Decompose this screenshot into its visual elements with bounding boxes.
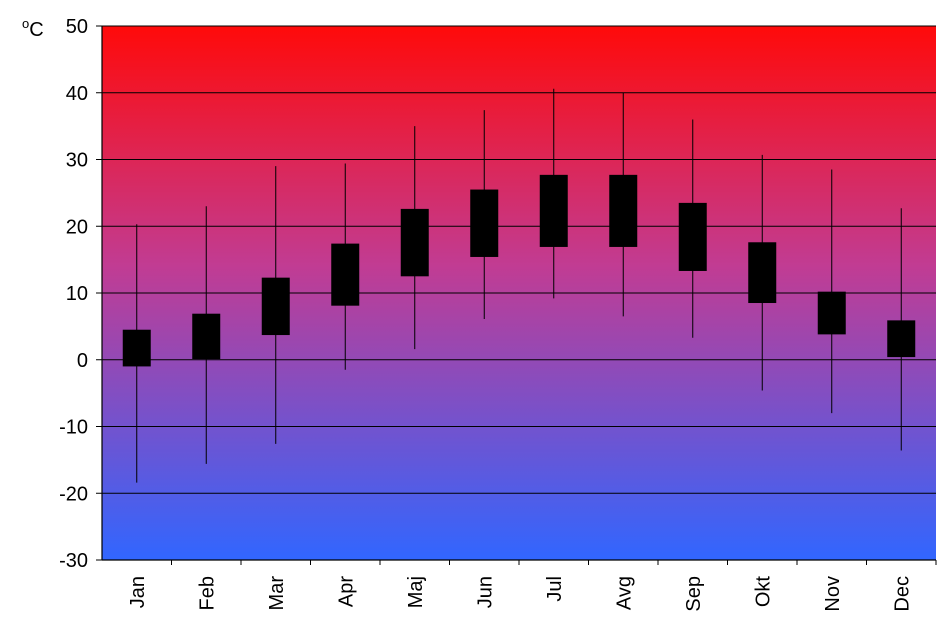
y-tick-label: 50 [66,16,88,38]
unit-base: C [29,19,43,41]
box-jul [539,174,568,247]
y-tick-label: -30 [59,550,88,572]
x-tick-label: Jul [544,576,566,602]
box-apr [331,243,360,306]
x-tick-label: Mar [266,576,288,611]
x-tick-label: Okt [752,576,774,608]
x-tick-label: Dec [891,576,913,612]
y-tick-label: 0 [77,350,88,372]
y-tick-label: -20 [59,483,88,505]
x-tick-labels: Jan Feb Mar Apr Maj Jun Jul Avg Sep Okt Nov Dec [127,576,914,612]
y-unit-label: oC [22,16,44,41]
y-tick-label: -10 [59,417,88,439]
box-dec [887,320,916,358]
y-tick-labels: -30 -20 -10 0 10 20 30 40 50 [59,16,88,572]
x-tick-label: Jan [127,576,149,608]
x-tick-label: Avg [613,576,635,610]
box-nov [817,291,846,335]
gridlines [102,25,936,494]
x-tick-label: Sep [683,576,705,612]
box-jan [122,329,151,367]
box-avg [609,174,638,247]
y-tick-label: 40 [66,83,88,105]
x-tick-label: Nov [822,576,844,612]
x-tick-label: Apr [335,576,357,607]
box-okt [748,242,777,304]
x-tick-label: Jun [474,576,496,608]
axes [96,25,937,565]
box-jun [470,189,499,257]
y-tick-label: 30 [66,150,88,172]
x-tick-label: Maj [405,576,427,608]
box-sep [678,202,707,271]
box-mar [261,277,290,336]
y-tick-label: 20 [66,216,88,238]
unit-superscript: o [22,16,29,31]
boxes [122,174,916,367]
x-tick-label: Feb [196,576,218,610]
box-maj [400,208,429,277]
box-feb [192,313,221,360]
y-tick-label: 10 [66,283,88,305]
